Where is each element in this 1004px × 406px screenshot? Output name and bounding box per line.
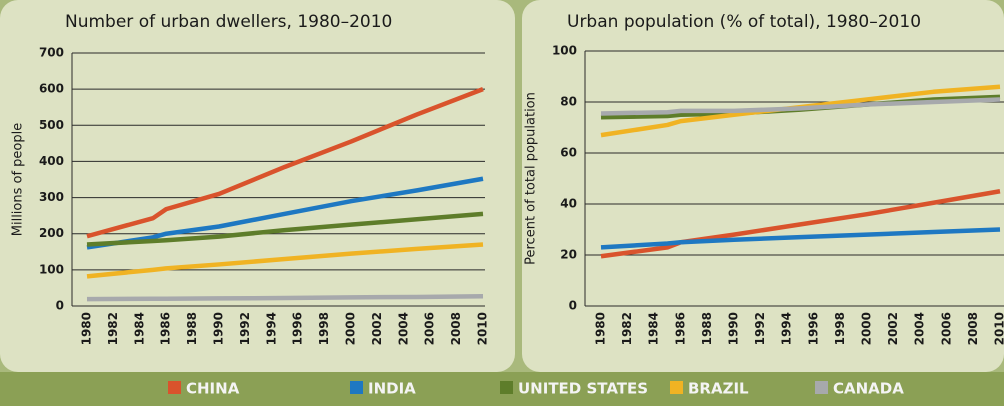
x-tick-label: 2006 [939, 312, 953, 345]
y-tick-label: 0 [569, 299, 577, 313]
x-tick-label: 1984 [132, 312, 146, 345]
x-tick-label: 1986 [673, 312, 687, 345]
legend-label: BRAZIL [688, 380, 749, 398]
legend-swatch [815, 381, 828, 394]
page: Number of urban dwellers, 1980–2010 Milli… [0, 0, 1004, 406]
y-tick-label: 400 [39, 154, 64, 168]
x-tick-label: 1982 [106, 312, 120, 345]
y-tick-label: 300 [39, 190, 64, 204]
y-tick-label: 100 [39, 262, 64, 276]
x-tick-label: 1980 [80, 312, 94, 345]
legend-swatch [350, 381, 363, 394]
x-tick-label: 1998 [317, 312, 331, 345]
x-tick-label: 2008 [966, 312, 980, 345]
x-tick-label: 1986 [159, 312, 173, 345]
y-tick-label: 100 [552, 44, 577, 58]
x-tick-label: 2002 [886, 312, 900, 345]
x-tick-label: 1980 [594, 312, 608, 345]
x-tick-label: 1982 [620, 312, 634, 345]
x-tick-label: 2000 [344, 312, 358, 345]
x-tick-label: 2008 [449, 312, 463, 345]
legend-label: INDIA [368, 380, 416, 398]
x-tick-label: 2004 [913, 312, 927, 345]
y-tick-label: 60 [560, 146, 577, 160]
x-tick-label: 1988 [185, 312, 199, 345]
x-tick-label: 1990 [212, 312, 226, 345]
y-tick-label: 0 [56, 299, 64, 313]
legend-label: UNITED STATES [518, 380, 648, 398]
x-tick-label: 1992 [238, 312, 252, 345]
legend-swatch [670, 381, 683, 394]
x-tick-label: 1994 [264, 312, 278, 345]
x-tick-label: 2002 [370, 312, 384, 345]
legend-label: CHINA [186, 380, 240, 398]
x-tick-label: 1996 [806, 312, 820, 345]
x-tick-label: 1992 [753, 312, 767, 345]
legend-swatch [168, 381, 181, 394]
legend-label: CANADA [833, 380, 904, 398]
x-tick-label: 1984 [647, 312, 661, 345]
y-tick-label: 700 [39, 46, 64, 60]
y-tick-label: 20 [560, 248, 577, 262]
series-line [87, 296, 483, 299]
x-tick-label: 2010 [993, 312, 1004, 345]
x-tick-label: 2004 [396, 312, 410, 345]
y-axis-label: Millions of people [11, 123, 26, 237]
x-tick-label: 1994 [780, 312, 794, 345]
x-tick-label: 1996 [291, 312, 305, 345]
x-tick-label: 2010 [476, 312, 490, 345]
x-tick-label: 1990 [727, 312, 741, 345]
x-tick-label: 1988 [700, 312, 714, 345]
chart-title: Urban population (% of total), 1980–2010 [567, 12, 921, 32]
chart-title: Number of urban dwellers, 1980–2010 [65, 12, 392, 32]
legend-swatch [500, 381, 513, 394]
y-tick-label: 80 [560, 95, 577, 109]
y-tick-label: 600 [39, 82, 64, 96]
y-axis-label: Percent of total population [524, 92, 539, 265]
x-tick-label: 1998 [833, 312, 847, 345]
y-tick-label: 200 [39, 226, 64, 240]
x-tick-label: 2006 [423, 312, 437, 345]
y-tick-label: 40 [560, 197, 577, 211]
y-tick-label: 500 [39, 118, 64, 132]
x-tick-label: 2000 [860, 312, 874, 345]
